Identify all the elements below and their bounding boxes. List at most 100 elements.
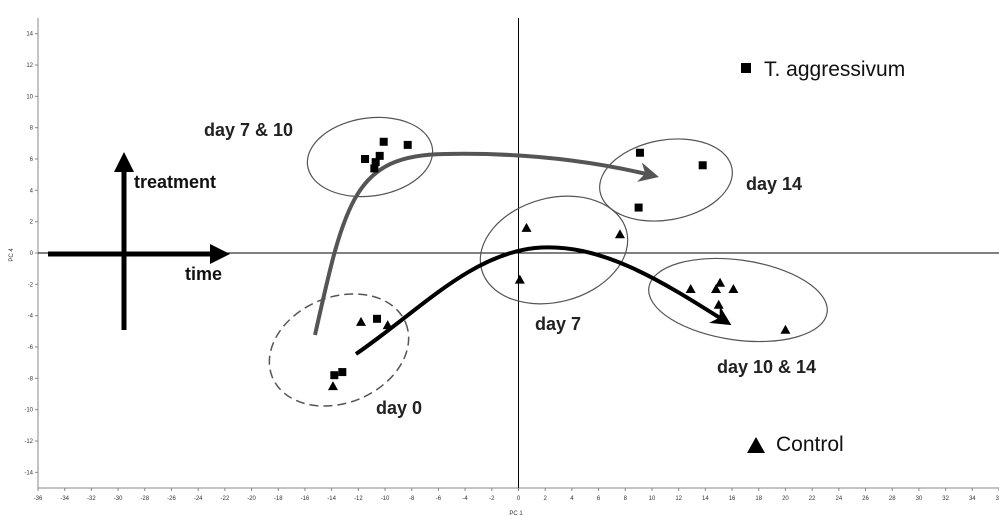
x-tick-label: -28 [140,496,149,502]
data-points [327,137,791,391]
y-tick-label: 6 [30,157,34,163]
y-axis-title: PC 4 [9,248,15,262]
x-tick-label: -6 [436,496,442,502]
treatment-square-point [370,164,379,173]
y-tick-label: -6 [28,345,34,351]
x-tick-label: -30 [114,496,123,502]
x-tick-label: 2 [544,496,548,502]
y-tick-label: -2 [28,282,34,288]
treatment-square-point [634,203,643,212]
control-triangle-point [711,284,722,294]
x-tick-label: 36 [996,496,999,502]
control-triangle-point [356,316,367,326]
y-ticks: 14 12 10 8 6 4 2 0 -2 -4 -6 -8 -10 -12 -14 [24,32,38,476]
label-day14: day 14 [746,174,802,194]
x-axis-title: PC 1 [509,511,523,517]
control-triangle-point [521,222,532,232]
x-tick-label: 28 [889,496,896,502]
treatment-square-point [403,140,412,149]
legend-treatment: T. aggressivum [741,58,905,81]
x-tick-label: -18 [274,496,283,502]
x-tick-label: 12 [675,496,682,502]
x-tick-label: 30 [916,496,923,502]
x-tick-label: 6 [597,496,601,502]
y-tick-label: -10 [24,408,33,414]
axes-diagram: treatment time [48,152,230,330]
x-tick-label: -24 [194,496,203,502]
label-day7: day 7 [535,314,581,334]
x-ticks: -36 -34 -32 -30 -28 -26 -24 -22 -20 -18 -16 -14 -12-… [34,488,999,502]
x-tick-label: -4 [462,496,468,502]
x-tick-label: -16 [301,496,310,502]
treatment-square-point [635,148,644,157]
label-day0: day 0 [376,398,422,418]
y-tick-label: 8 [30,126,34,132]
treatment-square-point [375,151,384,160]
control-triangle-point [685,284,696,294]
y-tick-label: 12 [26,63,33,69]
x-tick-label: 34 [969,496,976,502]
cluster-ellipses [268,116,828,407]
y-tick-label: -14 [24,470,33,476]
x-tick-label: -26 [167,496,176,502]
control-triangle-point [382,320,393,330]
legend-control-label: Control [776,433,844,456]
ellipse-day7 [479,195,629,305]
x-tick-label: -22 [221,496,230,502]
y-tick-label: -8 [28,376,34,382]
treatment-label: treatment [134,172,216,192]
control-triangle-point [514,274,525,284]
x-tick-label: 32 [942,496,949,502]
ellipse-day7-10 [306,116,434,198]
x-tick-label: -14 [327,496,336,502]
control-triangle-point [715,277,726,287]
treatment-square-point [330,371,339,380]
control-trajectory-arrow [354,245,732,356]
x-tick-label: 16 [729,496,736,502]
x-tick-label: 22 [809,496,816,502]
y-tick-label: 10 [26,94,33,100]
y-tick-label: -4 [28,314,34,320]
legend-control: Control [747,433,844,456]
x-tick-label: -20 [247,496,256,502]
control-triangle-point [728,284,739,294]
control-triangle-point [713,299,724,309]
ellipse-day0 [268,293,410,407]
label-day10-14: day 10 & 14 [717,357,816,377]
x-tick-label: 18 [755,496,762,502]
treatment-square-point [698,161,707,170]
x-tick-label: 14 [702,496,709,502]
label-day7-10: day 7 & 10 [204,120,293,140]
control-triangle-point [327,381,338,391]
x-tick-label: 10 [649,496,656,502]
x-tick-label: 20 [782,496,789,502]
x-tick-label: -2 [489,496,495,502]
x-tick-label: -34 [60,496,69,502]
treatment-square-point [373,314,382,323]
ellipse-day10-14 [648,257,828,343]
x-tick-label: 26 [862,496,869,502]
treatment-square-point [338,368,347,377]
x-tick-label: 4 [570,496,574,502]
legend-treatment-label: T. aggressivum [764,58,905,81]
legend-square-icon [741,63,751,73]
y-tick-label: 14 [26,32,33,38]
treatment-square-point [379,137,388,146]
y-tick-label: 2 [30,220,34,226]
x-tick-label: 0 [517,496,521,502]
treatment-trajectory-arrow [313,151,659,336]
y-tick-label: -12 [24,439,33,445]
y-tick-label: 4 [30,188,34,194]
x-tick-label: -8 [409,496,415,502]
x-tick-label: -10 [381,496,390,502]
treatment-square-point [361,155,370,163]
time-label: time [185,264,222,284]
y-tick-label: 0 [30,251,34,257]
x-tick-label: -36 [34,496,43,502]
ellipse-day14 [599,138,733,222]
legend-triangle-icon [747,437,765,453]
control-triangle-point [614,229,625,239]
x-tick-label: 24 [835,496,842,502]
x-tick-label: 8 [624,496,628,502]
